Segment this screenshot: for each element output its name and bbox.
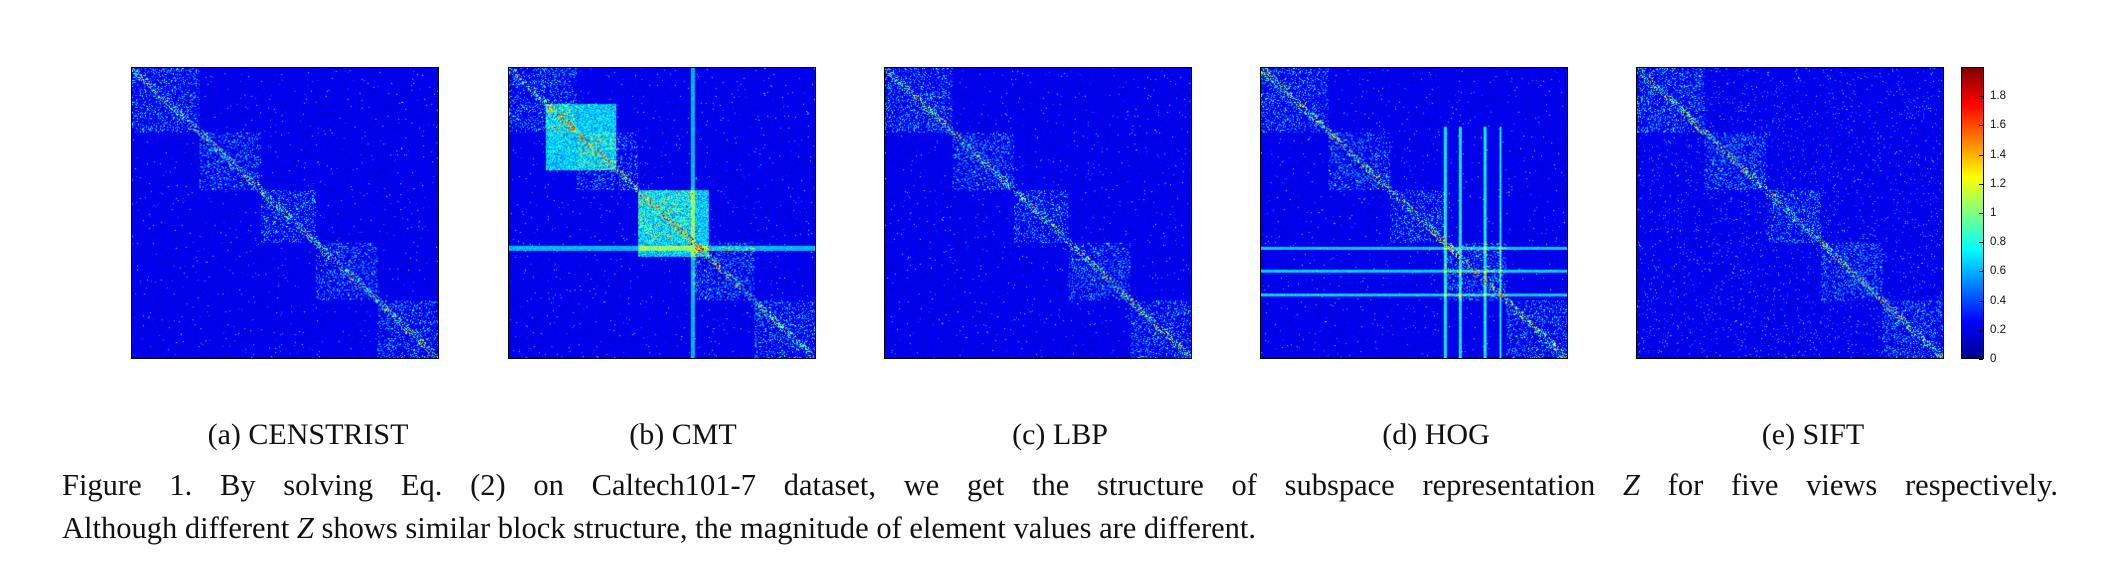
colorbar-tick-mark	[1979, 329, 1983, 331]
colorbar-tick-label: 0	[1990, 353, 1997, 365]
colorbar-tick-mark	[1979, 300, 1983, 302]
caption-line1: Figure 1. By solving Eq. (2) on Caltech1…	[62, 464, 2058, 507]
math-variable-z: Z	[1622, 468, 1640, 502]
heatmap-canvas	[885, 68, 1191, 358]
caption-text: for five views respectively.	[1667, 468, 2059, 502]
panel-label-e: (e) SIFT	[1761, 418, 1865, 451]
colorbar-tick-label: 1.6	[1990, 119, 2006, 132]
colorbar-tick-label: 1.8	[1990, 90, 2006, 103]
colorbar-tick-mark	[1979, 213, 1983, 214]
caption-line2: Although different Z shows similar block…	[62, 507, 2058, 550]
colorbar-tick-label: 0.6	[1990, 265, 2006, 278]
colorbar-tick-label: 0.2	[1990, 323, 2006, 336]
colorbar-tick-label: 0.8	[1990, 236, 2006, 249]
panel-label-a: (a) CENSTRIST	[207, 418, 409, 451]
colorbar-tick-mark	[1979, 242, 1983, 244]
panel-label-d: (d) HOG	[1382, 418, 1490, 451]
colorbar-tick-mark	[1979, 125, 1983, 127]
colorbar-tick-mark	[1979, 359, 1983, 360]
heatmap-panel-cmt	[508, 67, 816, 359]
colorbar-tick-mark	[1979, 154, 1983, 156]
panel-label-c: (c) LBP	[1012, 418, 1108, 451]
math-variable-z: Z	[296, 511, 314, 545]
heatmap-panel-sift	[1636, 67, 1944, 359]
colorbar-tick-mark	[1979, 96, 1983, 98]
heatmap-canvas	[1637, 68, 1943, 358]
caption-text: Although different	[62, 511, 290, 545]
caption-text: shows similar block structure, the magni…	[321, 511, 1256, 545]
colorbar	[1961, 67, 1984, 359]
heatmap-panel-censtrist	[131, 67, 439, 359]
panel-label-b: (b) CMT	[629, 418, 737, 451]
colorbar-tick-label: 0.4	[1990, 294, 2006, 307]
colorbar-tick-mark	[1979, 271, 1983, 273]
figure-caption: Figure 1. By solving Eq. (2) on Caltech1…	[62, 464, 2058, 550]
colorbar-tick-label: 1.2	[1990, 177, 2006, 190]
heatmap-canvas	[509, 68, 815, 358]
heatmap-canvas	[1261, 68, 1567, 358]
heatmap-canvas	[132, 68, 438, 358]
colorbar-tick-label: 1	[1990, 207, 1997, 219]
caption-text: Figure 1. By solving Eq. (2) on Caltech1…	[62, 468, 1596, 502]
heatmap-panel-hog	[1260, 67, 1568, 359]
colorbar-tick-mark	[1979, 183, 1983, 185]
heatmap-panel-lbp	[884, 67, 1192, 359]
colorbar-tick-label: 1.4	[1990, 148, 2006, 161]
